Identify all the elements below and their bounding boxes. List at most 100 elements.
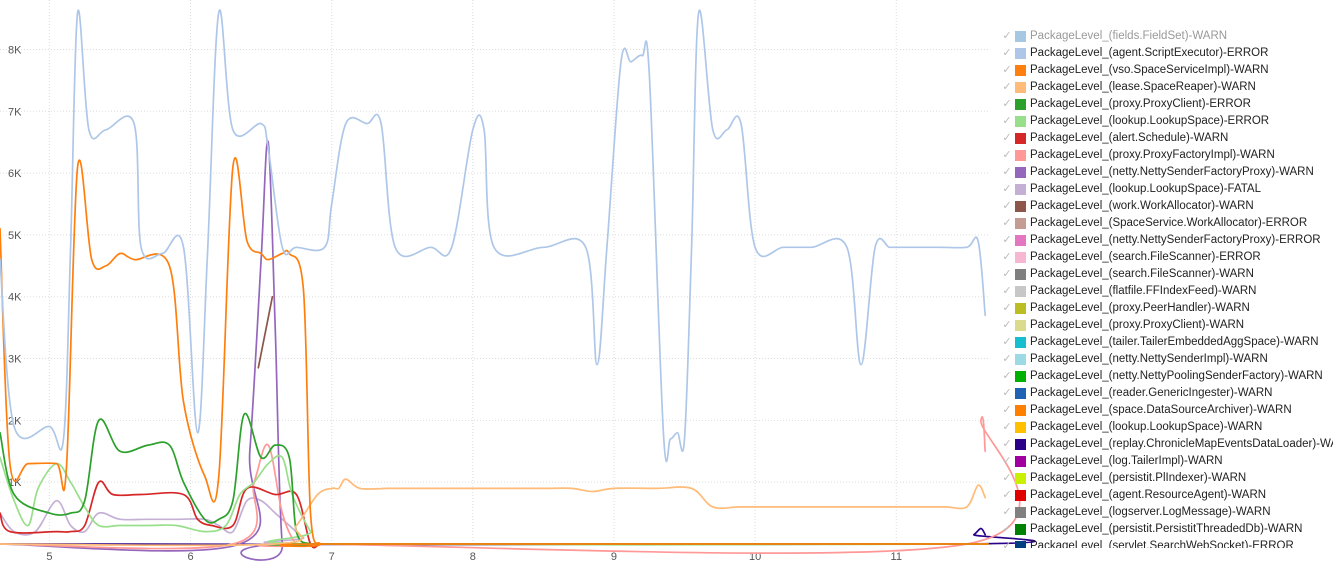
legend-swatch <box>1015 269 1026 280</box>
checkmark-icon: ✓ <box>1002 540 1012 548</box>
legend-swatch <box>1015 31 1026 42</box>
legend-item[interactable]: ✓ PackageLevel_(flatfile.FFIndexFeed)-WAR… <box>1000 283 1333 300</box>
legend-item[interactable]: ✓ PackageLevel_(alert.Schedule)-WARN <box>1000 130 1333 147</box>
legend-label: PackageLevel_(replay.ChronicleMapEventsD… <box>1030 438 1333 450</box>
y-tick-label: 5K <box>8 230 22 242</box>
legend-swatch <box>1015 252 1026 263</box>
legend-item[interactable]: ✓ PackageLevel_(lookup.LookupSpace)-WARN <box>1000 419 1333 436</box>
y-tick-label: 1K <box>8 477 22 489</box>
legend-swatch <box>1015 218 1026 229</box>
legend-item[interactable]: ✓ PackageLevel_(agent.ResourceAgent)-WARN <box>1000 487 1333 504</box>
legend-label: PackageLevel_(proxy.ProxyFactoryImpl)-WA… <box>1030 149 1275 161</box>
x-tick-label: 11 <box>891 551 902 563</box>
legend-label: PackageLevel_(reader.GenericIngester)-WA… <box>1030 387 1273 399</box>
legend-swatch <box>1015 337 1026 348</box>
legend-label: PackageLevel_(proxy.ProxyClient)-WARN <box>1030 319 1245 331</box>
series-line <box>0 416 1021 554</box>
legend-swatch <box>1015 405 1026 416</box>
checkmark-icon: ✓ <box>1002 166 1012 178</box>
checkmark-icon: ✓ <box>1002 64 1012 76</box>
legend-item[interactable]: ✓ PackageLevel_(replay.ChronicleMapEvents… <box>1000 436 1333 453</box>
legend-label: PackageLevel_(logserver.LogMessage)-WARN <box>1030 506 1271 518</box>
x-tick-label: 9 <box>611 551 617 563</box>
checkmark-icon: ✓ <box>1002 98 1012 110</box>
y-tick-label: 7K <box>8 106 22 118</box>
legend-label: PackageLevel_(netty.NettySenderFactoryPr… <box>1030 234 1321 246</box>
legend-item[interactable]: ✓ PackageLevel_(proxy.ProxyClient)-ERROR <box>1000 96 1333 113</box>
legend: ✓ PackageLevel_(fields.FieldSet)-WARN ✓ Pac… <box>1000 28 1333 548</box>
x-tick-label: 5 <box>46 551 52 563</box>
checkmark-icon: ✓ <box>1002 149 1012 161</box>
series-line <box>0 497 989 546</box>
series-line <box>0 140 989 561</box>
legend-label: PackageLevel_(log.TailerImpl)-WARN <box>1030 455 1223 467</box>
legend-label: PackageLevel_(persistit.PlIndexer)-WARN <box>1030 472 1247 484</box>
legend-item[interactable]: ✓ PackageLevel_(proxy.PeerHandler)-WARN <box>1000 300 1333 317</box>
legend-item[interactable]: ✓ PackageLevel_(SpaceService.WorkAllocato… <box>1000 215 1333 232</box>
legend-label: PackageLevel_(netty.NettyPoolingSenderFa… <box>1030 370 1323 382</box>
legend-item[interactable]: ✓ PackageLevel_(agent.ScriptExecutor)-ERR… <box>1000 45 1333 62</box>
y-tick-label: 6K <box>8 168 22 180</box>
checkmark-icon: ✓ <box>1002 336 1012 348</box>
checkmark-icon: ✓ <box>1002 30 1012 42</box>
series-line <box>0 480 989 549</box>
legend-swatch <box>1015 184 1026 195</box>
legend-item[interactable]: ✓ PackageLevel_(proxy.ProxyFactoryImpl)-W… <box>1000 147 1333 164</box>
legend-swatch <box>1015 82 1026 93</box>
legend-label: PackageLevel_(proxy.PeerHandler)-WARN <box>1030 302 1250 314</box>
series-line <box>257 295 274 369</box>
legend-item[interactable]: ✓ PackageLevel_(search.FileScanner)-WARN <box>1000 266 1333 283</box>
legend-swatch <box>1015 354 1026 365</box>
legend-label: PackageLevel_(netty.NettySenderFactoryPr… <box>1030 166 1314 178</box>
legend-label: PackageLevel_(search.FileScanner)-ERROR <box>1030 251 1261 263</box>
y-tick-label: 4K <box>8 292 22 304</box>
checkmark-icon: ✓ <box>1002 421 1012 433</box>
legend-label: PackageLevel_(netty.NettySenderImpl)-WAR… <box>1030 353 1268 365</box>
legend-item[interactable]: ✓ PackageLevel_(lookup.LookupSpace)-ERROR <box>1000 113 1333 130</box>
legend-item[interactable]: ✓ PackageLevel_(space.DataSourceArchiver)… <box>1000 402 1333 419</box>
checkmark-icon: ✓ <box>1002 81 1012 93</box>
legend-swatch <box>1015 167 1026 178</box>
checkmark-icon: ✓ <box>1002 455 1012 467</box>
legend-item[interactable]: ✓ PackageLevel_(netty.NettySenderImpl)-WA… <box>1000 351 1333 368</box>
legend-item[interactable]: ✓ PackageLevel_(netty.NettySenderFactoryP… <box>1000 232 1333 249</box>
legend-label: PackageLevel_(agent.ResourceAgent)-WARN <box>1030 489 1267 501</box>
legend-item[interactable]: ✓ PackageLevel_(persistit.PlIndexer)-WARN <box>1000 470 1333 487</box>
checkmark-icon: ✓ <box>1002 234 1012 246</box>
legend-item[interactable]: ✓ PackageLevel_(tailer.TailerEmbeddedAggS… <box>1000 334 1333 351</box>
legend-item[interactable]: ✓ PackageLevel_(vso.SpaceServiceImpl)-WAR… <box>1000 62 1333 79</box>
legend-item[interactable]: ✓ PackageLevel_(fields.FieldSet)-WARN <box>1000 28 1333 45</box>
legend-item[interactable]: ✓ PackageLevel_(lookup.LookupSpace)-FATAL <box>1000 181 1333 198</box>
legend-item[interactable]: ✓ PackageLevel_(reader.GenericIngester)-W… <box>1000 385 1333 402</box>
legend-item[interactable]: ✓ PackageLevel_(persistit.PersistitThread… <box>1000 521 1333 538</box>
gridlines <box>0 0 988 544</box>
legend-item[interactable]: ✓ PackageLevel_(search.FileScanner)-ERROR <box>1000 249 1333 266</box>
y-tick-label: 8K <box>8 44 22 56</box>
series-line <box>0 156 989 548</box>
legend-item[interactable]: ✓ PackageLevel_(proxy.ProxyClient)-WARN <box>1000 317 1333 334</box>
y-tick-label: 2K <box>8 415 22 427</box>
legend-swatch <box>1015 235 1026 246</box>
legend-item[interactable]: ✓ PackageLevel_(lease.SpaceReaper)-WARN <box>1000 79 1333 96</box>
legend-item[interactable]: ✓ PackageLevel_(log.TailerImpl)-WARN <box>1000 453 1333 470</box>
legend-swatch <box>1015 388 1026 399</box>
legend-item[interactable]: ✓ PackageLevel_(work.WorkAllocator)-WARN <box>1000 198 1333 215</box>
y-tick-label: 3K <box>8 354 22 366</box>
legend-label: PackageLevel_(vso.SpaceServiceImpl)-WARN <box>1030 64 1269 76</box>
checkmark-icon: ✓ <box>1002 489 1012 501</box>
legend-swatch <box>1015 524 1026 535</box>
legend-swatch <box>1015 133 1026 144</box>
checkmark-icon: ✓ <box>1002 387 1012 399</box>
legend-swatch <box>1015 456 1026 467</box>
checkmark-icon: ✓ <box>1002 268 1012 280</box>
legend-item[interactable]: ✓ PackageLevel_(servlet.SearchWebSocket)-… <box>1000 538 1333 548</box>
legend-label: PackageLevel_(alert.Schedule)-WARN <box>1030 132 1229 144</box>
legend-item[interactable]: ✓ PackageLevel_(netty.NettyPoolingSenderF… <box>1000 368 1333 385</box>
legend-swatch <box>1015 507 1026 518</box>
series-line <box>0 9 987 463</box>
legend-item[interactable]: ✓ PackageLevel_(logserver.LogMessage)-WAR… <box>1000 504 1333 521</box>
legend-swatch <box>1015 150 1026 161</box>
legend-item[interactable]: ✓ PackageLevel_(netty.NettySenderFactoryP… <box>1000 164 1333 181</box>
x-tick-label: 10 <box>749 551 761 563</box>
